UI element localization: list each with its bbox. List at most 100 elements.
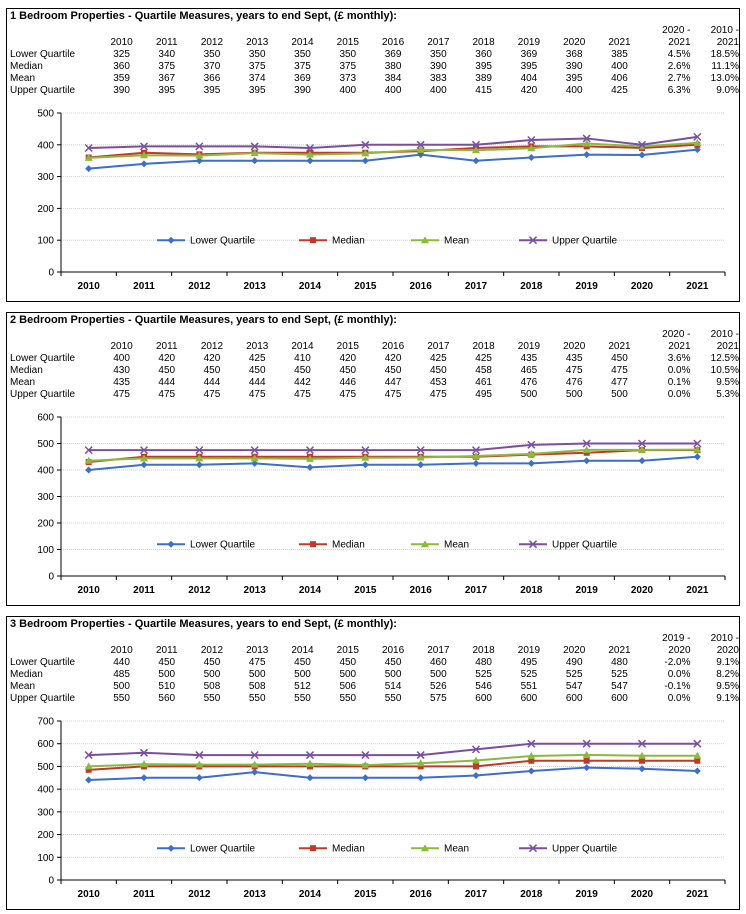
y-tick-label: 100 [37,545,54,556]
table-cell: 476 [520,377,538,388]
table-cell: 500 [430,669,447,680]
data-point [638,765,646,773]
quartile-table: 2010 2011 2012 2013 2014 2015 2016 2017 2018 2019… [10,25,739,97]
table-cell: 475 [565,365,583,376]
data-point [140,454,148,462]
change-cell: 2.6% [667,61,691,72]
year-header: 2020 [563,37,586,48]
legend-label: Median [332,540,365,551]
data-point [693,751,702,759]
data-point [195,751,204,760]
y-tick-label: 700 [37,717,54,728]
data-point [638,151,646,159]
data-point [527,751,536,759]
change-cell: 8.2% [716,669,739,680]
legend-label: Median [332,844,365,855]
table-cell: 475 [339,389,357,400]
table-cell: 350 [294,49,311,60]
x-tick-label: 2010 [78,585,101,596]
series-lower-quartile [85,453,701,474]
legend-marker [528,844,538,853]
table-cell: 373 [339,73,357,84]
x-tick-label: 2018 [520,889,543,900]
x-tick-label: 2011 [133,281,155,292]
data-point [694,757,701,764]
table-cell: 400 [611,61,628,72]
table-cell: 350 [248,49,266,60]
table-cell: 495 [520,657,538,668]
table-cell: 350 [339,49,357,60]
legend-entry: Mean [411,540,469,551]
data-point [195,760,204,768]
series-line [88,742,698,757]
x-tick-label: 2017 [465,281,488,292]
table-cell: 374 [248,73,266,84]
table-cell: 420 [520,85,538,96]
table-cell: 550 [294,693,311,704]
year-header: 2018 [472,37,495,48]
table-cell: 500 [611,389,628,400]
legend-marker [167,236,175,244]
table-cell: 404 [520,73,538,84]
panel-title: 3 Bedroom Properties - Quartile Measures… [10,618,397,630]
data-point [85,766,92,773]
x-tick-label: 2017 [465,889,488,900]
year-header: 2021 [608,37,631,48]
y-tick-label: 200 [37,519,54,530]
y-tick-label: 100 [37,853,54,864]
table-cell: 475 [158,389,176,400]
table-cell: 453 [430,377,447,388]
data-point [693,445,702,453]
y-tick-label: 400 [37,466,54,477]
row-label: Mean [10,73,36,84]
data-point [416,145,425,153]
data-point [583,151,591,159]
table-cell: 510 [158,681,176,692]
table-cell: 475 [248,389,266,400]
x-tick-label: 2013 [244,281,267,292]
x-tick-label: 2016 [410,281,433,292]
table-cell: 475 [294,389,311,400]
series-line [88,753,698,768]
table-cell: 475 [203,389,221,400]
change-cell: 10.5% [710,365,739,376]
table-cell: 410 [294,353,311,364]
table-cell: 450 [430,365,447,376]
data-point [306,150,314,158]
data-point [251,157,259,165]
legend-label: Lower Quartile [190,844,255,855]
data-point [583,457,591,465]
row-label: Lower Quartile [10,353,76,364]
data-point [140,774,148,782]
data-point [250,751,259,760]
table-cell: 420 [158,353,176,364]
year-header: 2013 [246,645,269,656]
table-cell: 375 [294,61,311,72]
data-point [84,751,93,760]
table-row: Mean 435 444 444 444 442 446 447 453 461 476 476 477… [10,377,739,389]
table-cell: 475 [611,365,628,376]
x-tick-label: 2016 [410,585,433,596]
table-cell: 475 [248,657,266,668]
data-point [527,440,536,449]
change-cell: -2.0% [664,657,691,668]
series-mean [84,445,702,464]
x-tick-label: 2015 [354,585,377,596]
table-cell: 514 [384,681,402,692]
data-point [139,142,149,151]
y-tick-label: 600 [37,413,54,424]
table-cell: 575 [430,693,447,704]
table-cell: 450 [384,365,402,376]
table-cell: 368 [565,49,583,60]
panel-2-bedroom: 2 Bedroom Properties - Quartile Measures… [6,312,740,606]
data-point [582,134,591,143]
series-line [88,759,698,771]
year-header: 2021 [608,645,631,656]
x-tick-label: 2017 [465,585,488,596]
table-cell: 560 [158,693,176,704]
x-tick-label: 2021 [686,585,709,596]
table-cell: 420 [339,353,357,364]
data-point [527,144,536,152]
x-tick-label: 2018 [520,585,543,596]
table-cell: 476 [565,377,583,388]
